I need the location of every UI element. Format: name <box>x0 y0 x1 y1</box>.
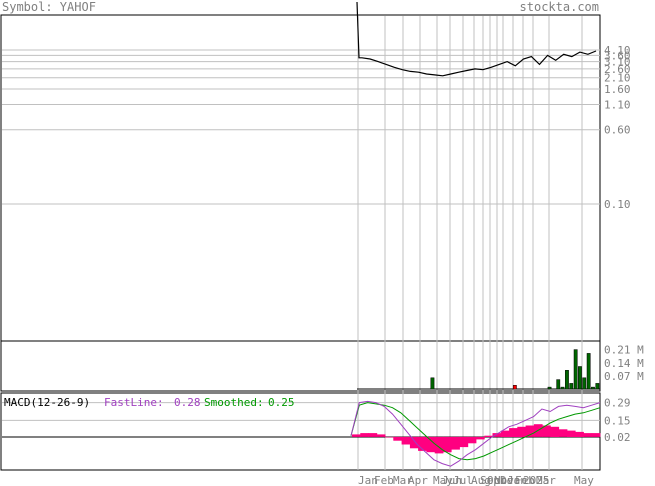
macd-histogram-bar <box>385 436 394 438</box>
volume-bar <box>591 386 595 390</box>
macd-histogram-bar <box>434 436 444 454</box>
macd-histogram-bar <box>575 431 584 437</box>
fastline-line <box>350 400 601 467</box>
fastline-value: 0.28 <box>174 396 201 409</box>
volume-tick-label: 0.21 M <box>604 344 644 357</box>
x-tick-label: Dec <box>500 474 520 486</box>
macd-histogram-bar <box>566 430 576 437</box>
smoothed-line <box>350 402 601 461</box>
axis-labels: 4.103.603.102.602.101.60 1.10 0.60 0.10 0.21… <box>358 44 644 486</box>
price-tick-label: 0.60 <box>604 124 631 137</box>
grid-lines <box>2 16 600 470</box>
macd-histogram-bar <box>459 436 469 448</box>
macd-tick-label: 0.15 <box>604 414 631 427</box>
price-tick-label: 1.60 <box>604 83 631 96</box>
macd-panel <box>0 392 601 471</box>
volume-bar <box>565 370 569 390</box>
macd-histogram-bar <box>583 433 593 437</box>
x-tick-label: Aug <box>471 474 491 486</box>
volume-bar <box>569 383 574 390</box>
macd-histogram-bar <box>442 436 452 453</box>
fastline-label: FastLine: <box>104 396 164 409</box>
macd-histogram-bar <box>558 429 568 437</box>
macd-tick-label: 0.02 <box>604 431 631 444</box>
price-panel <box>0 14 601 342</box>
macd-histogram-bar <box>352 434 361 437</box>
macd-histogram-bar <box>550 426 560 437</box>
volume-bars <box>357 349 600 390</box>
price-tick-label: 2.60 <box>604 63 631 76</box>
macd-histogram-bar <box>509 428 518 437</box>
price-tick-label: 0.10 <box>604 198 631 211</box>
x-tick-label: Oct <box>487 474 507 486</box>
macd-histogram-bar <box>426 436 436 453</box>
x-tick-label: Mar <box>393 474 413 486</box>
x-tick-label: Jan <box>358 474 378 486</box>
volume-bar <box>582 377 587 390</box>
volume-tick-label: 0.07 M <box>604 370 644 383</box>
macd-histogram-bar <box>451 436 460 450</box>
macd-histogram-bar <box>467 436 477 444</box>
macd-histogram-bar <box>360 433 369 437</box>
macd-histogram-bar <box>542 425 551 437</box>
macd-histogram-bar <box>476 436 485 440</box>
volume-bar <box>556 379 561 390</box>
price-series <box>356 1 597 77</box>
macd-histogram-bar <box>409 436 419 449</box>
macd-histogram-bar <box>525 425 535 437</box>
macd-histogram-bar <box>368 433 378 437</box>
site-label: stockta.com <box>520 0 599 14</box>
price-tick-label: 3.60 <box>604 49 631 62</box>
volume-bar <box>430 377 435 390</box>
volume-bar <box>547 386 552 390</box>
x-tick-label: Sep <box>480 474 500 486</box>
x-tick-label: Feb <box>515 474 535 486</box>
price-tick-label: 3.10 <box>604 56 631 69</box>
x-tick-label: Mar <box>536 474 556 486</box>
macd-title: MACD(12-26-9) <box>4 396 90 409</box>
macd-histogram-bar <box>376 434 386 437</box>
macd-histogram-bar <box>418 436 427 451</box>
volume-bar <box>578 366 582 390</box>
volume-panel <box>0 340 601 392</box>
volume-bar <box>586 353 591 390</box>
x-tick-label: Feb <box>374 474 394 486</box>
x-tick-label: May <box>574 474 594 486</box>
price-tick-label: 1.10 <box>604 99 631 112</box>
macd-tick-label: 0.29 <box>604 397 631 410</box>
macd-series <box>2 400 601 467</box>
price-tick-label: 4.10 <box>604 44 631 57</box>
volume-bar <box>573 349 578 390</box>
x-tick-label: Jul <box>453 474 473 486</box>
macd-histogram-bar <box>401 436 411 445</box>
x-tick-label: 2025 <box>523 474 550 486</box>
x-tick-label: May <box>433 474 453 486</box>
volume-tick-label: 0.14 M <box>604 357 644 370</box>
volume-bar <box>560 386 565 390</box>
x-tick-label: Apr <box>408 474 428 486</box>
x-tick-label: Jan <box>507 474 527 486</box>
smoothed-label: Smoothed: <box>204 396 264 409</box>
symbol-label: Symbol: YAHOF <box>2 0 96 14</box>
smoothed-value: 0.25 <box>268 396 295 409</box>
volume-bar <box>595 383 600 390</box>
x-tick-label: Nov <box>494 474 514 486</box>
price-line <box>356 1 597 77</box>
x-tick-label: Jun <box>442 474 462 486</box>
macd-histogram-bar <box>517 426 526 437</box>
macd-histogram-bar <box>492 433 502 437</box>
macd-histogram-bar <box>484 435 493 437</box>
macd-histogram-bar <box>500 430 510 437</box>
macd-histogram-bar <box>393 436 402 441</box>
price-tick-label: 2.10 <box>604 72 631 85</box>
volume-bar <box>512 385 517 390</box>
macd-histogram-bar <box>591 433 601 437</box>
